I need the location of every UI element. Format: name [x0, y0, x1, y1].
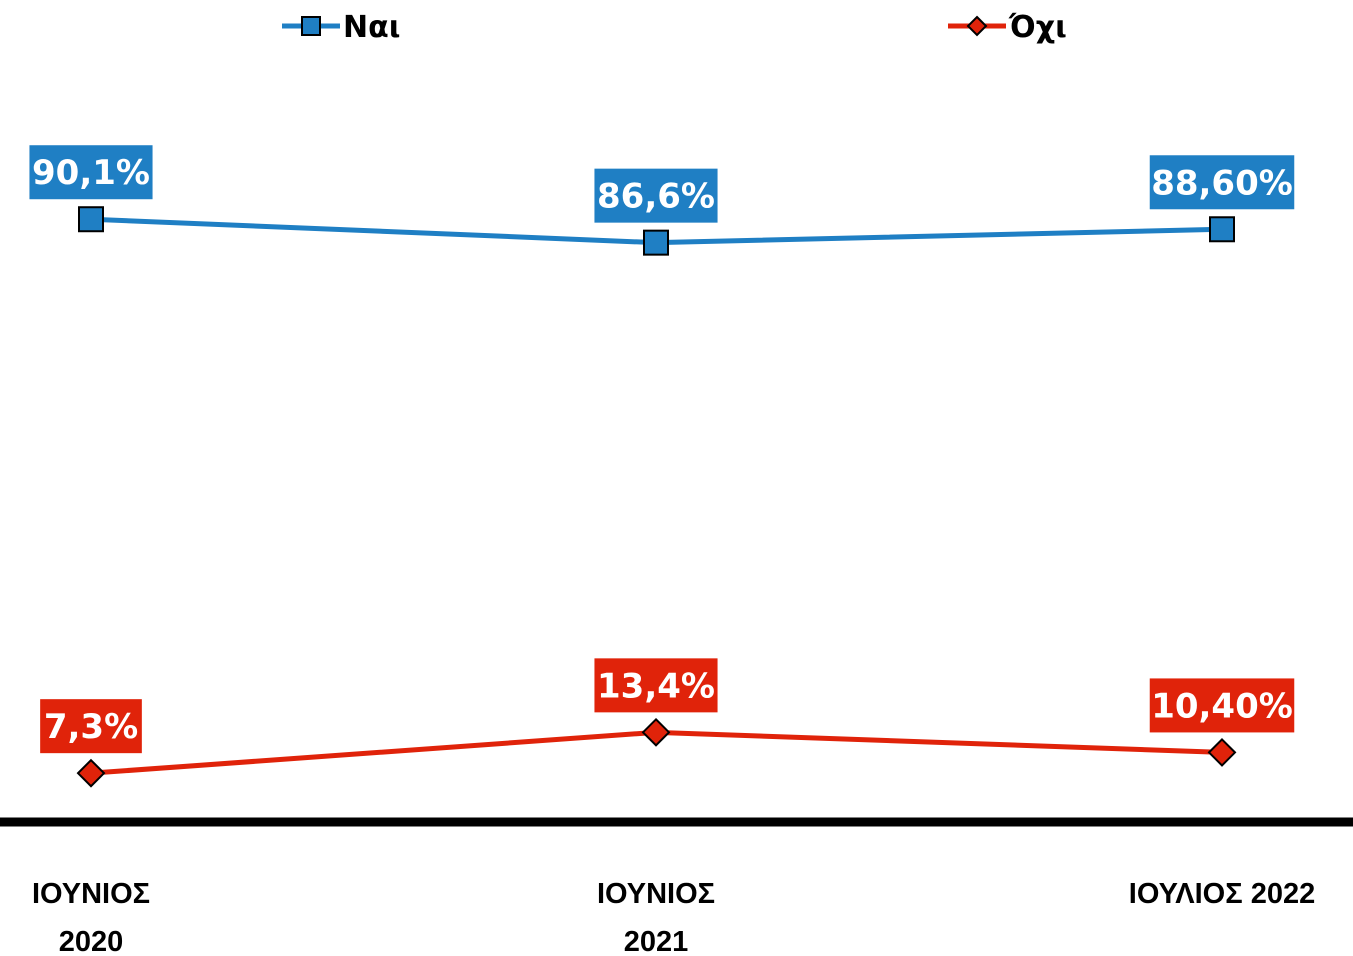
x-tick-line: ΙΟΥΝΙΟΣ: [32, 878, 150, 910]
x-tick-line: 2021: [624, 926, 689, 956]
data-label-text: 13,4%: [597, 666, 715, 706]
data-label: 88,60%: [1149, 155, 1295, 210]
legend-item-ochi: Όχι: [948, 10, 1067, 45]
data-point-marker: [643, 229, 669, 256]
x-axis-ticks: ΙΟΥΝΙΟΣ 2020 ΙΟΥΝΙΟΣ 2021 ΙΟΥΛΙΟΣ 2022: [32, 878, 1315, 956]
legend: Ναι Όχι: [282, 10, 1067, 45]
x-tick-line: ΙΟΥΛΙΟΣ 2022: [1129, 878, 1315, 910]
data-point-marker: [1209, 216, 1235, 243]
data-point-marker: [76, 758, 106, 788]
data-point-marker: [1207, 738, 1237, 767]
x-tick-label: ΙΟΥΝΙΟΣ 2020: [32, 878, 150, 956]
legend-label: Όχι: [1008, 10, 1067, 45]
data-label-box: [1149, 678, 1295, 733]
data-label: 13,4%: [594, 658, 718, 713]
legend-marker: [301, 16, 321, 36]
data-label-box: [594, 658, 718, 713]
legend-label: Ναι: [343, 10, 400, 45]
data-point-marker: [78, 206, 104, 233]
data-label-box: [29, 145, 153, 200]
data-label: 10,40%: [1149, 678, 1295, 733]
series-ochi: 7,3% 13,4% 10,40%: [40, 658, 1295, 788]
x-tick-line: ΙΟΥΝΙΟΣ: [597, 878, 715, 910]
x-tick-label: ΙΟΥΛΙΟΣ 2022: [1129, 878, 1315, 910]
series-layer: 90,1% 86,6% 88,60% 7,3% 13,4% 10,40%: [29, 145, 1295, 788]
data-label-text: 7,3%: [44, 707, 138, 747]
legend-item-nai: Ναι: [282, 10, 400, 45]
x-tick-line: 2020: [59, 926, 124, 956]
legend-marker: [966, 15, 988, 37]
data-label: 90,1%: [29, 145, 153, 200]
series-nai: 90,1% 86,6% 88,60%: [29, 145, 1295, 256]
data-label-box: [1149, 155, 1295, 210]
data-label-text: 88,60%: [1151, 163, 1293, 203]
data-label: 7,3%: [40, 699, 142, 754]
data-point-marker: [641, 717, 671, 747]
data-label-box: [40, 699, 142, 754]
data-label-text: 90,1%: [32, 153, 150, 193]
data-label-box: [594, 168, 718, 223]
x-tick-label: ΙΟΥΝΙΟΣ 2021: [597, 878, 715, 956]
data-label: 86,6%: [594, 168, 718, 223]
data-label-text: 10,40%: [1151, 686, 1293, 726]
data-label-text: 86,6%: [597, 177, 715, 217]
